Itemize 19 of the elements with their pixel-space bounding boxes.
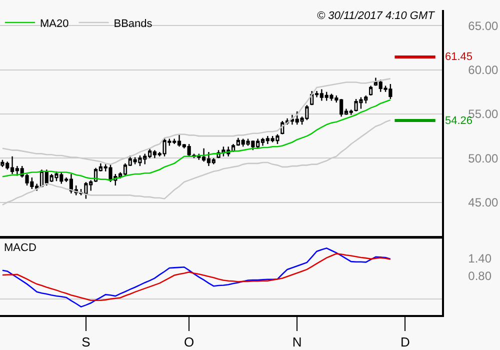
y-tick-label: 50.00 (468, 151, 499, 166)
y-tick-label: 45.00 (468, 195, 499, 210)
x-tick-label: D (400, 334, 410, 350)
line-series (2, 253, 392, 302)
x-tick-label: O (184, 334, 194, 350)
chart-title: MACD (4, 242, 36, 254)
ref-line-label: 54.26 (445, 115, 473, 127)
ref-line-label: 61.45 (445, 51, 473, 63)
legend-label: BBands (114, 18, 153, 30)
legend-label: MA20 (40, 18, 69, 30)
x-tick-label: N (292, 334, 302, 350)
line-series (2, 99, 392, 181)
y-tick-label: 60.00 (468, 63, 499, 78)
annotation: © 30/11/2017 4:10 GMT (317, 10, 436, 22)
candlestick (368, 85, 373, 96)
x-tick-label: S (82, 334, 91, 350)
y-tick-label: 0.80 (468, 268, 492, 283)
y-tick-label: 65.00 (468, 18, 499, 33)
y-tick-label: 1.40 (468, 251, 492, 266)
